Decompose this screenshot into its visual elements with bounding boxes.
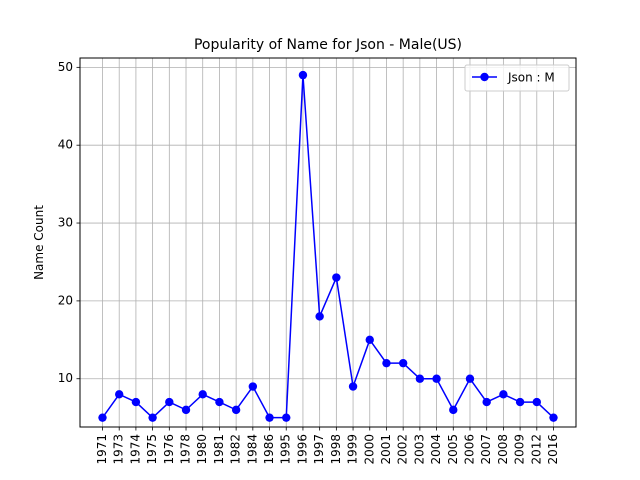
x-tick-label: 2012 <box>529 434 543 465</box>
data-point <box>315 312 324 321</box>
x-tick-label: 1982 <box>229 434 243 465</box>
x-tick-label: 2001 <box>379 434 393 465</box>
legend-label: Json : M <box>507 71 555 85</box>
data-point <box>332 273 341 282</box>
y-axis-ticks: 10 20 30 40 50 <box>58 60 80 385</box>
data-point <box>98 413 107 422</box>
x-tick-label: 2008 <box>496 434 510 465</box>
grid-lines <box>80 58 576 427</box>
x-tick-label: 2003 <box>412 434 426 465</box>
x-tick-label: 1996 <box>295 434 309 465</box>
data-point <box>432 374 441 383</box>
chart-title: Popularity of Name for Json - Male(US) <box>194 37 462 53</box>
x-tick-label: 1986 <box>262 434 276 465</box>
x-tick-label: 1997 <box>312 434 326 465</box>
data-point <box>499 390 508 399</box>
data-point <box>198 390 207 399</box>
data-point <box>215 397 224 407</box>
y-tick-label: 20 <box>58 293 73 307</box>
data-point <box>298 70 308 80</box>
data-point <box>532 397 541 407</box>
legend-box <box>464 64 570 92</box>
data-point <box>131 397 141 407</box>
data-point <box>231 405 241 415</box>
data-point <box>549 413 558 422</box>
series-line <box>101 74 555 419</box>
x-tick-label: 2000 <box>362 434 376 465</box>
y-tick-label: 50 <box>58 60 73 74</box>
series-layer <box>98 70 558 422</box>
y-tick-label: 40 <box>58 138 73 152</box>
data-point <box>515 397 525 407</box>
data-point <box>465 374 475 383</box>
x-tick-label: 1984 <box>245 434 259 465</box>
x-tick-label: 1999 <box>346 434 360 465</box>
x-axis-ticks: 1971 1973 1974 1975 1976 1978 1980 1981 1982 1984… <box>95 427 560 465</box>
x-tick-label: 1971 <box>95 434 109 465</box>
plot-frame <box>79 57 577 428</box>
data-point <box>449 405 458 415</box>
data-point <box>165 397 174 407</box>
x-tick-label: 1978 <box>179 434 193 465</box>
y-tick-label: 10 <box>58 371 73 385</box>
x-tick-label: 2016 <box>546 434 560 465</box>
data-point <box>365 335 374 345</box>
x-tick-label: 1998 <box>329 434 343 465</box>
data-point <box>382 358 391 368</box>
x-tick-label: 2004 <box>429 434 443 465</box>
x-tick-label: 2007 <box>479 434 493 465</box>
x-tick-label: 2006 <box>462 434 476 465</box>
x-tick-label: 1975 <box>145 434 159 465</box>
data-point <box>482 397 491 407</box>
data-point <box>181 405 191 415</box>
data-point <box>415 374 425 383</box>
x-tick-label: 1980 <box>195 434 209 465</box>
data-point <box>398 358 408 368</box>
legend: Json : M <box>464 64 570 92</box>
legend-marker-swatch <box>480 72 489 82</box>
x-tick-label: 2005 <box>446 434 460 465</box>
data-point <box>265 413 274 422</box>
y-axis-label: Name Count <box>32 205 46 280</box>
data-point <box>115 390 124 399</box>
x-tick-label: 1995 <box>279 434 293 465</box>
data-point <box>248 382 258 391</box>
x-tick-label: 2002 <box>396 434 410 465</box>
data-point <box>148 413 157 422</box>
x-tick-label: 1974 <box>128 434 142 465</box>
data-point <box>282 413 291 422</box>
x-tick-label: 1981 <box>212 434 226 465</box>
x-tick-label: 1976 <box>162 434 176 465</box>
x-tick-label: 2009 <box>513 434 527 465</box>
data-point <box>348 382 358 391</box>
y-tick-label: 30 <box>58 216 73 230</box>
x-tick-label: 1973 <box>112 434 126 465</box>
